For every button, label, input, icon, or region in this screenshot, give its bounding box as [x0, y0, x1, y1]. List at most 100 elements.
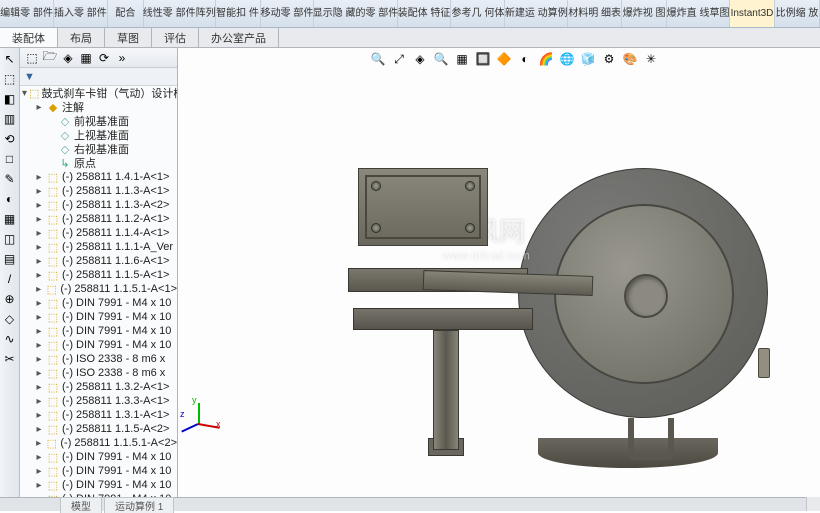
tree-origin[interactable]: ↳原点: [22, 156, 177, 170]
tree-part[interactable]: ▸⬚(-) 258811 1.1.1-A_Ver: [22, 240, 177, 254]
tree-part[interactable]: ▸⬚(-) DIN 7991 - M4 x 10: [22, 338, 177, 352]
tree-part[interactable]: ▸⬚(-) 258811 1.4.1-A<1>: [22, 170, 177, 184]
tree-part[interactable]: ▸⬚(-) DIN 7991 - M4 x 10: [22, 324, 177, 338]
expand-icon[interactable]: ▾: [22, 88, 27, 99]
tree-toolbar-icon[interactable]: ⟳: [96, 50, 112, 66]
left-tool-icon[interactable]: ▤: [3, 252, 17, 266]
left-tool-icon[interactable]: ▦: [3, 212, 17, 226]
view-tool-icon[interactable]: ◈: [411, 50, 429, 68]
tree-part[interactable]: ▸⬚(-) 258811 1.3.1-A<1>: [22, 408, 177, 422]
left-tool-icon[interactable]: ▥: [3, 112, 17, 126]
view-tool-icon[interactable]: ⚙: [600, 50, 618, 68]
ribbon-btn[interactable]: 智能扣 件: [216, 0, 261, 27]
view-tool-icon[interactable]: ⤢: [390, 50, 408, 68]
left-tool-icon[interactable]: ◇: [3, 312, 17, 326]
tree-part[interactable]: ▸⬚(-) 258811 1.3.3-A<1>: [22, 394, 177, 408]
left-tool-icon[interactable]: □: [3, 152, 17, 166]
expand-icon[interactable]: ▸: [34, 214, 44, 225]
expand-icon[interactable]: ▸: [34, 186, 44, 197]
bottom-tab-motion[interactable]: 运动算例 1: [104, 497, 174, 513]
view-tool-icon[interactable]: ✳: [642, 50, 660, 68]
3d-viewport[interactable]: 🔍⤢◈🔍▦🔲🔶◐🌈🌐🧊⚙🎨✳ 沐风网: [178, 48, 820, 497]
ribbon-btn[interactable]: 显示隐 藏的零 部件: [314, 0, 397, 27]
tree-part[interactable]: ▸⬚(-) DIN 7991 - M4 x 10: [22, 464, 177, 478]
tree-part[interactable]: ▸⬚(-) 258811 1.1.4-A<1>: [22, 226, 177, 240]
expand-icon[interactable]: ▸: [34, 438, 43, 449]
left-tool-icon[interactable]: ∿: [3, 332, 17, 346]
tree-filter[interactable]: ▼: [20, 68, 177, 86]
tree-part[interactable]: ▸⬚(-) 258811 1.1.5-A<1>: [22, 268, 177, 282]
expand-icon[interactable]: ▸: [34, 354, 44, 365]
tree-toolbar-icon[interactable]: ⬚: [24, 50, 40, 66]
tab[interactable]: 草图: [105, 28, 152, 47]
left-tool-icon[interactable]: ⊕: [3, 292, 17, 306]
tree-part[interactable]: ▸⬚(-) DIN 7991 - M4 x 10: [22, 310, 177, 324]
view-tool-icon[interactable]: ▦: [453, 50, 471, 68]
view-tool-icon[interactable]: 🔍: [432, 50, 450, 68]
tree-toolbar-icon[interactable]: 🗁: [42, 50, 58, 66]
ribbon-btn[interactable]: Instant3D: [730, 0, 775, 27]
expand-icon[interactable]: ▸: [34, 452, 44, 463]
ribbon-btn[interactable]: 材料明 细表: [568, 0, 622, 27]
ribbon-btn[interactable]: 移动零 部件: [261, 0, 315, 27]
view-tool-icon[interactable]: 🎨: [621, 50, 639, 68]
ribbon-btn[interactable]: 编辑零 部件: [0, 0, 54, 27]
tree-part[interactable]: ▸⬚(-) ISO 2338 - 8 m6 x: [22, 366, 177, 380]
left-tool-icon[interactable]: ◐: [3, 192, 17, 206]
view-tool-icon[interactable]: 🧊: [579, 50, 597, 68]
ribbon-btn[interactable]: 爆炸视 图: [622, 0, 667, 27]
tree-part[interactable]: ▸⬚(-) 258811 1.1.5.1-A<2>: [22, 436, 177, 450]
tree-toolbar-icon[interactable]: ◈: [60, 50, 76, 66]
expand-icon[interactable]: ▸: [34, 466, 44, 477]
tree-toolbar-icon[interactable]: ▦: [78, 50, 94, 66]
expand-icon[interactable]: ▸: [34, 172, 44, 183]
tree-toolbar-icon[interactable]: »: [114, 50, 130, 66]
tree-annotations[interactable]: ▸◆注解: [22, 100, 177, 114]
left-tool-icon[interactable]: ↖: [3, 52, 17, 66]
ribbon-btn[interactable]: 线性零 部件阵列: [144, 0, 216, 27]
tree-plane[interactable]: ◇前视基准面: [22, 114, 177, 128]
ribbon-btn[interactable]: 参考几 何体: [451, 0, 505, 27]
expand-icon[interactable]: ▸: [34, 480, 44, 491]
view-tool-icon[interactable]: 🌐: [558, 50, 576, 68]
ribbon-btn[interactable]: 新建运 动算例: [505, 0, 568, 27]
left-tool-icon[interactable]: ✂: [3, 352, 17, 366]
expand-icon[interactable]: ▸: [34, 228, 44, 239]
expand-icon[interactable]: ▸: [34, 200, 44, 211]
tree-plane[interactable]: ◇右视基准面: [22, 142, 177, 156]
ribbon-btn[interactable]: 插入零 部件: [54, 0, 108, 27]
view-tool-icon[interactable]: 🔍: [369, 50, 387, 68]
tree-part[interactable]: ▸⬚(-) 258811 1.3.2-A<1>: [22, 380, 177, 394]
expand-icon[interactable]: ▸: [34, 102, 44, 113]
tree-part[interactable]: ▸⬚(-) DIN 7991 - M4 x 10: [22, 478, 177, 492]
view-tool-icon[interactable]: 🌈: [537, 50, 555, 68]
view-tool-icon[interactable]: 🔶: [495, 50, 513, 68]
left-tool-icon[interactable]: ◫: [3, 232, 17, 246]
left-tool-icon[interactable]: /: [3, 272, 17, 286]
left-tool-icon[interactable]: ◧: [3, 92, 17, 106]
ribbon-btn[interactable]: 配合: [108, 0, 144, 27]
tab[interactable]: 布局: [58, 28, 105, 47]
tab[interactable]: 评估: [152, 28, 199, 47]
tree-plane[interactable]: ◇上视基准面: [22, 128, 177, 142]
tree-part[interactable]: ▸⬚(-) ISO 2338 - 8 m6 x: [22, 352, 177, 366]
tree-part[interactable]: ▸⬚(-) 258811 1.1.5-A<2>: [22, 422, 177, 436]
tab[interactable]: 办公室产品: [199, 28, 279, 47]
tab[interactable]: 装配体: [0, 28, 58, 47]
orientation-triad[interactable]: y x z: [186, 397, 226, 437]
expand-icon[interactable]: ▸: [34, 382, 44, 393]
expand-icon[interactable]: ▸: [34, 312, 44, 323]
left-tool-icon[interactable]: ⟲: [3, 132, 17, 146]
tree-part[interactable]: ▸⬚(-) 258811 1.1.6-A<1>: [22, 254, 177, 268]
expand-icon[interactable]: ▸: [34, 298, 44, 309]
expand-icon[interactable]: ▸: [34, 424, 44, 435]
ribbon-btn[interactable]: 爆炸直 线草图: [667, 0, 730, 27]
left-tool-icon[interactable]: ✎: [3, 172, 17, 186]
view-tool-icon[interactable]: 🔲: [474, 50, 492, 68]
tree-part[interactable]: ▸⬚(-) 258811 1.1.3-A<2>: [22, 198, 177, 212]
expand-icon[interactable]: ▸: [34, 340, 44, 351]
expand-icon[interactable]: ▸: [34, 284, 43, 295]
tree-part[interactable]: ▸⬚(-) 258811 1.1.2-A<1>: [22, 212, 177, 226]
expand-icon[interactable]: ▸: [34, 326, 44, 337]
tree-part[interactable]: ▸⬚(-) 258811 1.1.5.1-A<1>: [22, 282, 177, 296]
